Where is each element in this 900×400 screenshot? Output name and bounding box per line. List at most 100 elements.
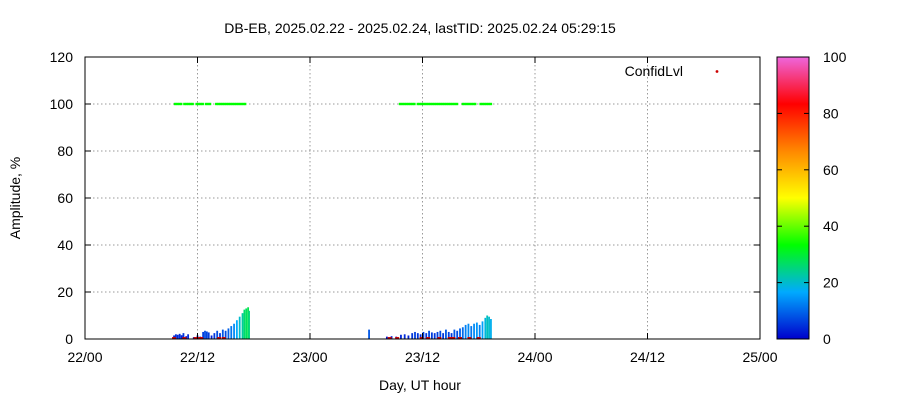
confidence-point bbox=[449, 102, 453, 106]
colorbar bbox=[776, 56, 810, 340]
amplitude-bar bbox=[230, 326, 233, 339]
amplitude-bar bbox=[202, 331, 205, 339]
confidence-point bbox=[439, 102, 442, 106]
confidence-point bbox=[204, 102, 208, 106]
amplitude-bar bbox=[486, 315, 489, 339]
amplitude-bar bbox=[227, 328, 230, 339]
amplitude-bar bbox=[470, 326, 473, 339]
confidence-point bbox=[175, 102, 179, 106]
amplitude-bar bbox=[238, 316, 241, 339]
amplitude-bar bbox=[385, 336, 388, 339]
amplitude-bar bbox=[430, 332, 433, 339]
amplitude-bar bbox=[433, 333, 436, 339]
low-confidence-point bbox=[387, 337, 392, 340]
amplitude-bar bbox=[210, 335, 213, 339]
amplitude-bar bbox=[416, 333, 419, 339]
amplitude-bar bbox=[450, 333, 453, 339]
amplitude-bar bbox=[216, 330, 219, 339]
y-tick-label: 80 bbox=[57, 143, 73, 159]
y-tick-label: 20 bbox=[57, 284, 73, 300]
confidence-point bbox=[447, 102, 450, 106]
confidence-point bbox=[404, 102, 408, 106]
colorbar-tick-label: 0 bbox=[823, 331, 831, 347]
confidence-point bbox=[437, 102, 440, 106]
confidence-point bbox=[424, 102, 428, 106]
amplitude-bar bbox=[428, 330, 430, 339]
confidence-point bbox=[402, 102, 406, 106]
amplitude-bar bbox=[464, 324, 467, 339]
confidence-point bbox=[467, 102, 471, 106]
confidence-point bbox=[426, 102, 430, 106]
amplitude-bar bbox=[445, 329, 447, 339]
amplitude-bar bbox=[235, 320, 238, 339]
amplitude-bar bbox=[368, 329, 370, 339]
amplitude-bar bbox=[411, 333, 414, 339]
confidence-point bbox=[465, 102, 469, 106]
amplitude-bar bbox=[207, 332, 210, 339]
amplitude-bar bbox=[403, 334, 406, 339]
amplitude-bar bbox=[178, 333, 181, 339]
confidence-point bbox=[451, 102, 455, 106]
confidence-point bbox=[453, 102, 457, 106]
confidence-point bbox=[409, 102, 412, 106]
confidence-point bbox=[183, 102, 186, 106]
confidence-point bbox=[463, 102, 467, 106]
confidence-point bbox=[411, 102, 414, 106]
colorbar-tick-label: 40 bbox=[823, 218, 839, 234]
confidence-point bbox=[416, 102, 420, 106]
x-tick-label: 24/12 bbox=[630, 349, 665, 365]
amplitude-bar bbox=[182, 333, 185, 339]
low-confidence-point bbox=[395, 337, 400, 340]
grid-lines bbox=[85, 57, 760, 339]
low-confidence-point bbox=[221, 337, 226, 340]
amplitude-bar bbox=[221, 329, 224, 339]
amplitude-bar bbox=[219, 333, 221, 339]
amplitude-bar bbox=[453, 329, 456, 339]
confidence-point bbox=[241, 102, 245, 106]
colorbar-tick-label: 80 bbox=[823, 105, 839, 121]
confidence-point bbox=[239, 102, 243, 106]
confidence-point bbox=[485, 102, 489, 106]
low-confidence-point bbox=[447, 337, 452, 340]
legend-marker bbox=[715, 70, 719, 73]
confidence-point bbox=[431, 102, 434, 106]
confidence-point bbox=[435, 102, 438, 106]
confidence-point bbox=[489, 102, 493, 106]
low-confidence-point bbox=[451, 337, 456, 340]
confidence-point bbox=[398, 102, 402, 106]
amplitude-bar bbox=[205, 331, 208, 339]
low-confidence-point bbox=[217, 337, 222, 340]
amplitude-bar bbox=[447, 331, 450, 339]
low-confidence-point bbox=[172, 337, 177, 340]
confidence-point bbox=[461, 102, 465, 106]
confidence-point bbox=[179, 102, 183, 106]
confidence-point bbox=[422, 102, 426, 106]
y-tick-label: 60 bbox=[57, 190, 73, 206]
confidence-point bbox=[227, 102, 230, 106]
confidence-point bbox=[400, 102, 404, 106]
amplitude-bar bbox=[484, 317, 487, 339]
legend-label: ConfidLvl bbox=[625, 63, 683, 79]
amplitude-bar bbox=[439, 330, 442, 339]
chart-title: DB-EB, 2025.02.22 - 2025.02.24, lastTID:… bbox=[224, 20, 616, 36]
confidence-point bbox=[487, 102, 491, 106]
confidence-point bbox=[237, 102, 241, 106]
x-tick-label: 23/00 bbox=[292, 349, 327, 365]
amplitude-bar bbox=[224, 330, 227, 339]
amplitude-bar bbox=[488, 316, 490, 339]
confidence-point bbox=[481, 102, 484, 106]
amplitude-bar bbox=[247, 307, 250, 339]
low-confidence-point bbox=[426, 337, 431, 340]
confidence-point bbox=[221, 102, 224, 106]
amplitude-bar bbox=[180, 335, 183, 339]
confidence-point bbox=[243, 102, 247, 106]
low-confidence-point bbox=[193, 337, 198, 340]
y-tick-label: 40 bbox=[57, 237, 73, 253]
confidence-point bbox=[420, 102, 424, 106]
confidence-point bbox=[479, 102, 482, 106]
confidence-point bbox=[418, 102, 422, 106]
amplitude-bar bbox=[481, 321, 484, 339]
confidence-point bbox=[469, 102, 473, 106]
y-tick-label: 0 bbox=[65, 331, 73, 347]
confidence-point bbox=[443, 102, 446, 106]
